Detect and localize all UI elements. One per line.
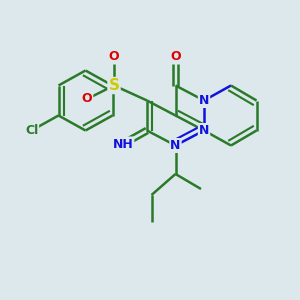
Text: S: S [109,78,119,93]
Text: N: N [199,124,209,137]
Text: N: N [199,94,209,107]
Text: Cl: Cl [25,124,38,137]
Text: O: O [170,50,181,64]
Text: O: O [109,50,119,64]
Text: O: O [82,92,92,106]
Text: NH: NH [112,137,134,151]
Text: N: N [170,139,181,152]
